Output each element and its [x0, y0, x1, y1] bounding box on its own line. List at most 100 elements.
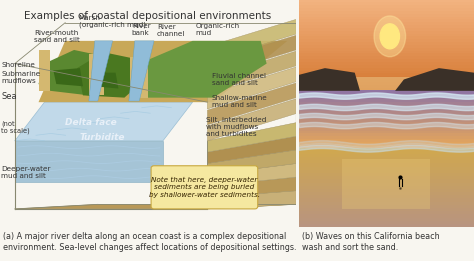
Polygon shape	[395, 68, 474, 91]
Bar	[299, 108, 474, 111]
Text: Delta face: Delta face	[65, 118, 117, 127]
Polygon shape	[207, 150, 296, 175]
Bar	[299, 25, 474, 28]
Bar	[299, 207, 474, 211]
Bar	[299, 99, 474, 102]
Polygon shape	[92, 73, 118, 88]
Polygon shape	[207, 83, 296, 125]
Bar	[342, 159, 430, 209]
Bar	[299, 191, 474, 195]
Polygon shape	[137, 41, 266, 98]
Bar	[299, 179, 474, 182]
Bar	[299, 37, 474, 40]
Bar	[299, 82, 474, 85]
Polygon shape	[15, 204, 296, 209]
Bar	[38, 50, 50, 91]
Polygon shape	[207, 123, 296, 152]
Bar	[299, 127, 474, 130]
Bar	[299, 130, 474, 133]
Bar	[299, 77, 474, 91]
Text: Shallow-marine
mud and silt: Shallow-marine mud and silt	[212, 94, 267, 108]
Bar	[299, 79, 474, 82]
Bar	[89, 55, 104, 95]
Bar	[299, 201, 474, 205]
Bar	[299, 150, 474, 154]
Text: Fluvial channel
sand and silt: Fluvial channel sand and silt	[212, 73, 266, 86]
Bar	[299, 223, 474, 227]
Bar	[299, 160, 474, 163]
Bar	[299, 163, 474, 167]
Text: (not
to scale): (not to scale)	[1, 120, 30, 134]
Bar	[299, 102, 474, 105]
Bar	[299, 17, 474, 20]
Text: River
channel: River channel	[157, 24, 185, 37]
Bar	[299, 76, 474, 80]
Bar	[130, 57, 148, 98]
Bar	[299, 28, 474, 31]
Bar	[299, 5, 474, 9]
Bar	[299, 56, 474, 60]
Text: River-mouth
sand and silt: River-mouth sand and silt	[34, 30, 80, 43]
Bar	[299, 110, 474, 114]
Bar	[299, 96, 474, 99]
Bar	[299, 90, 474, 94]
FancyBboxPatch shape	[151, 166, 258, 209]
Bar	[299, 11, 474, 14]
Bar	[299, 51, 474, 54]
Bar	[299, 73, 474, 77]
Polygon shape	[77, 52, 142, 98]
Bar	[299, 99, 474, 102]
Bar	[299, 39, 474, 43]
Bar	[299, 31, 474, 34]
Polygon shape	[53, 68, 83, 86]
Bar	[299, 166, 474, 170]
Bar	[299, 172, 474, 176]
Text: River
bank: River bank	[132, 23, 151, 36]
Polygon shape	[207, 67, 296, 109]
Polygon shape	[15, 102, 192, 141]
Bar	[299, 90, 474, 94]
Bar	[299, 102, 474, 105]
Bar	[299, 104, 474, 108]
Bar	[299, 135, 474, 139]
Bar	[299, 153, 474, 157]
Bar	[299, 65, 474, 68]
Bar	[299, 217, 474, 221]
Bar	[299, 198, 474, 202]
Bar	[299, 195, 474, 198]
Bar	[299, 176, 474, 179]
Polygon shape	[207, 35, 296, 77]
Bar	[299, 185, 474, 189]
Polygon shape	[207, 177, 296, 198]
Text: Note that here, deeper-water
sediments are being buried
by shallower-water sedim: Note that here, deeper-water sediments a…	[149, 177, 260, 198]
Bar	[299, 105, 474, 108]
Text: (a) A major river delta along an ocean coast is a complex depositional
environme: (a) A major river delta along an ocean c…	[3, 232, 296, 252]
Bar	[299, 121, 474, 125]
Bar	[299, 42, 474, 45]
Text: (b) Waves on this California beach
wash and sort the sand.: (b) Waves on this California beach wash …	[302, 232, 440, 252]
Bar	[299, 116, 474, 119]
Bar	[299, 214, 474, 217]
Bar	[299, 0, 474, 3]
Polygon shape	[38, 41, 287, 102]
Bar	[299, 22, 474, 26]
Bar	[299, 133, 474, 136]
Text: Shoreline: Shoreline	[1, 62, 36, 68]
Bar	[299, 85, 474, 88]
Bar	[299, 118, 474, 122]
Bar	[299, 68, 474, 71]
Bar	[299, 48, 474, 51]
Text: Deeper-water
mud and silt: Deeper-water mud and silt	[1, 166, 51, 179]
Circle shape	[374, 16, 406, 57]
Polygon shape	[207, 19, 296, 61]
Polygon shape	[299, 68, 360, 91]
Text: Examples of coastal depositional environments: Examples of coastal depositional environ…	[25, 11, 272, 21]
Bar	[299, 2, 474, 6]
Bar	[299, 107, 474, 111]
Bar	[299, 147, 474, 151]
Bar	[299, 138, 474, 142]
Bar	[299, 113, 474, 116]
Polygon shape	[129, 41, 154, 101]
Bar	[299, 188, 474, 192]
Bar	[299, 62, 474, 65]
